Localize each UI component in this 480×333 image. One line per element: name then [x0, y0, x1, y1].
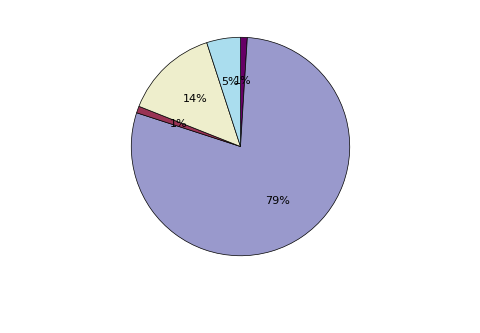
Wedge shape	[139, 43, 240, 147]
Wedge shape	[131, 38, 349, 256]
Text: 79%: 79%	[264, 196, 289, 206]
Wedge shape	[206, 37, 240, 147]
Wedge shape	[240, 37, 247, 147]
Text: 1%: 1%	[233, 76, 251, 86]
Text: 5%: 5%	[221, 77, 239, 87]
Text: 1%: 1%	[169, 119, 187, 129]
Wedge shape	[136, 106, 240, 147]
Text: 14%: 14%	[183, 94, 207, 104]
